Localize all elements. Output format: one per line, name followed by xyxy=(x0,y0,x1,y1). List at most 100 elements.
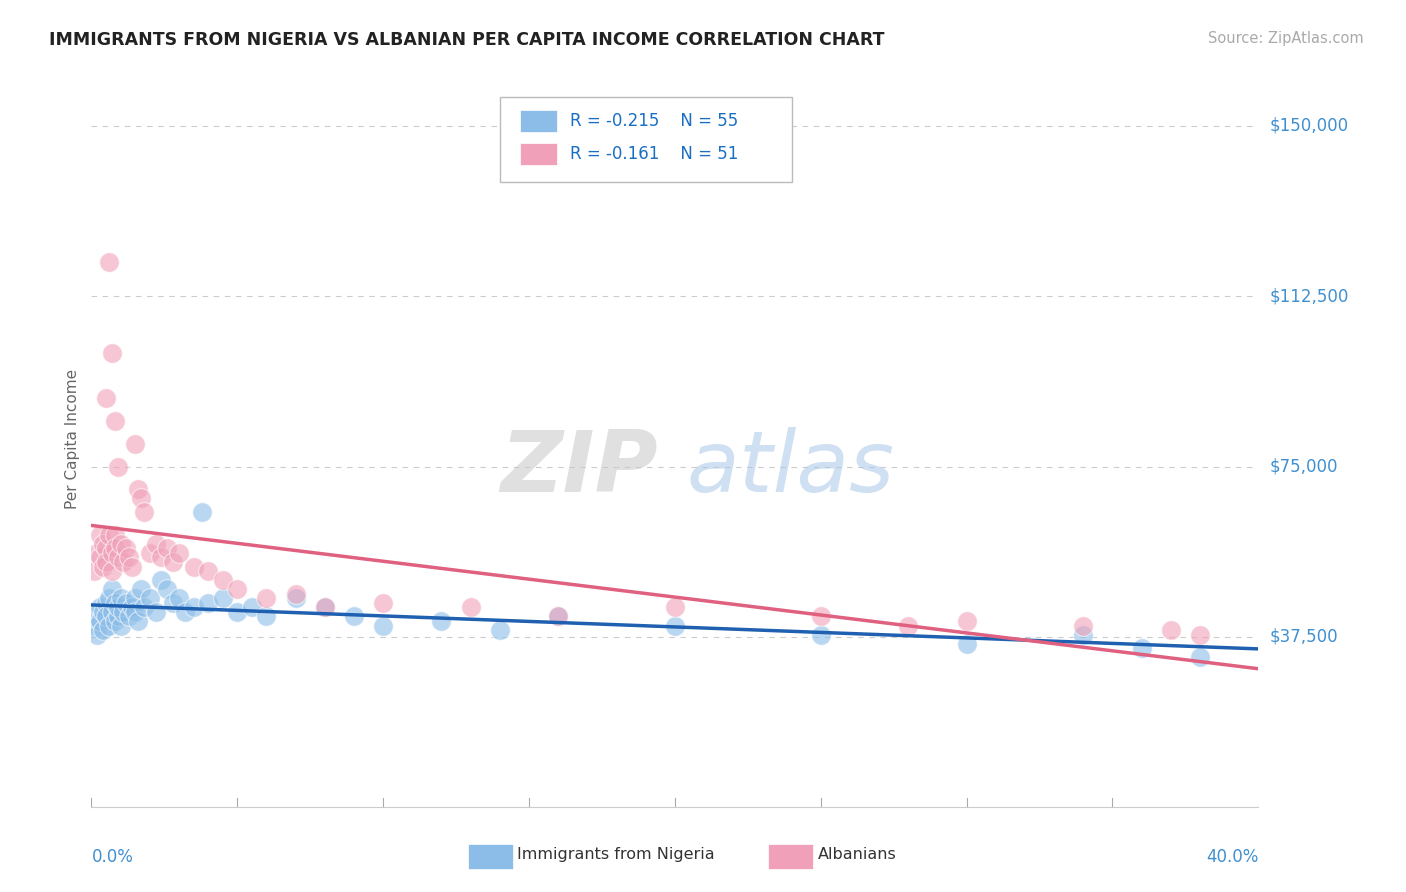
Point xyxy=(97,255,120,269)
Point xyxy=(430,614,453,628)
Point xyxy=(211,573,233,587)
Point xyxy=(83,609,105,624)
Bar xyxy=(520,143,557,165)
Point xyxy=(127,483,149,497)
Point xyxy=(183,559,205,574)
Point xyxy=(371,618,394,632)
Point xyxy=(94,541,117,556)
Point xyxy=(118,609,141,624)
Point xyxy=(150,550,173,565)
Point xyxy=(86,546,108,560)
Point xyxy=(104,541,127,556)
Point xyxy=(132,600,155,615)
Point xyxy=(956,637,979,651)
Point xyxy=(162,596,184,610)
Point xyxy=(156,582,179,597)
Point xyxy=(489,623,512,637)
Point xyxy=(101,605,124,619)
Point xyxy=(104,527,127,541)
Point xyxy=(191,505,214,519)
Point xyxy=(284,591,307,606)
Point xyxy=(91,537,114,551)
Point xyxy=(547,609,569,624)
Text: atlas: atlas xyxy=(686,427,894,510)
Text: $150,000: $150,000 xyxy=(1270,117,1348,135)
Point xyxy=(94,609,117,624)
Point xyxy=(121,600,143,615)
Point xyxy=(664,600,686,615)
Point xyxy=(94,392,117,406)
Point xyxy=(89,614,111,628)
Text: Source: ZipAtlas.com: Source: ZipAtlas.com xyxy=(1208,31,1364,46)
Point xyxy=(197,564,219,578)
Point xyxy=(118,550,141,565)
Point xyxy=(124,437,146,451)
Point xyxy=(956,614,979,628)
Point xyxy=(129,582,152,597)
Point xyxy=(127,614,149,628)
Point xyxy=(110,618,132,632)
Text: 0.0%: 0.0% xyxy=(91,847,134,866)
Point xyxy=(162,555,184,569)
Point xyxy=(284,587,307,601)
Point xyxy=(156,541,179,556)
Text: Albanians: Albanians xyxy=(818,847,897,862)
Point xyxy=(810,627,832,641)
Point xyxy=(97,527,120,541)
Point xyxy=(664,618,686,632)
Point xyxy=(86,618,108,632)
Point xyxy=(112,605,135,619)
Point xyxy=(104,414,127,428)
Point xyxy=(1189,650,1212,665)
Text: R = -0.215    N = 55: R = -0.215 N = 55 xyxy=(569,112,738,130)
Text: $37,500: $37,500 xyxy=(1270,628,1339,646)
Point xyxy=(240,600,263,615)
Point xyxy=(547,609,569,624)
Point xyxy=(121,559,143,574)
Text: 40.0%: 40.0% xyxy=(1206,847,1258,866)
Point xyxy=(314,600,336,615)
Point xyxy=(107,609,129,624)
Point xyxy=(124,591,146,606)
Point xyxy=(115,541,138,556)
Point xyxy=(197,596,219,610)
Point xyxy=(101,546,124,560)
Point xyxy=(460,600,482,615)
Text: $112,500: $112,500 xyxy=(1270,287,1348,305)
Point xyxy=(101,582,124,597)
Point xyxy=(94,596,117,610)
Text: IMMIGRANTS FROM NIGERIA VS ALBANIAN PER CAPITA INCOME CORRELATION CHART: IMMIGRANTS FROM NIGERIA VS ALBANIAN PER … xyxy=(49,31,884,49)
Point xyxy=(254,591,277,606)
Point xyxy=(89,600,111,615)
Point xyxy=(101,564,124,578)
Point xyxy=(897,618,920,632)
Point xyxy=(314,600,336,615)
Point xyxy=(1160,623,1182,637)
Point xyxy=(226,605,249,619)
Point xyxy=(226,582,249,597)
Point xyxy=(94,555,117,569)
Point xyxy=(167,591,190,606)
Point xyxy=(97,591,120,606)
Bar xyxy=(520,111,557,132)
Point xyxy=(1130,641,1153,656)
Point xyxy=(91,623,114,637)
Point xyxy=(371,596,394,610)
Point xyxy=(89,550,111,565)
Point xyxy=(254,609,277,624)
Point xyxy=(91,605,114,619)
Point xyxy=(86,627,108,641)
Point xyxy=(138,546,162,560)
Point xyxy=(91,559,114,574)
Point xyxy=(112,555,135,569)
Point xyxy=(810,609,832,624)
Point xyxy=(107,459,129,474)
Point xyxy=(89,527,111,541)
Point xyxy=(167,546,190,560)
Text: ZIP: ZIP xyxy=(499,427,658,510)
Text: $75,000: $75,000 xyxy=(1270,458,1339,475)
Point xyxy=(107,600,129,615)
Point xyxy=(83,564,105,578)
Point xyxy=(101,346,124,360)
Point xyxy=(183,600,205,615)
